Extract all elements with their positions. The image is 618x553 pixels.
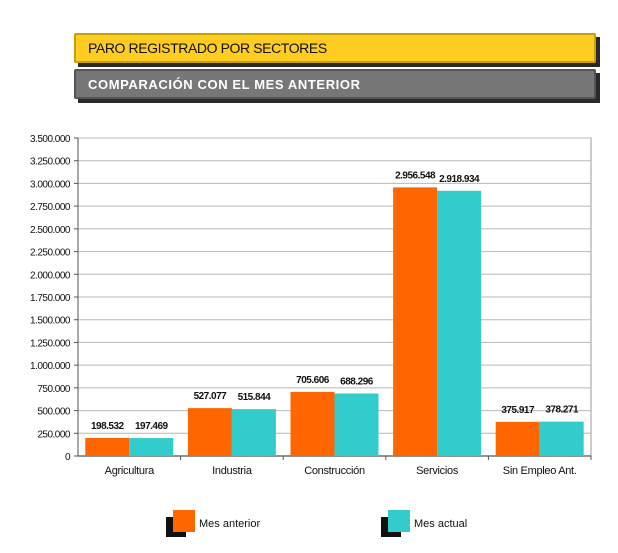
legend-label-mes-anterior: Mes anterior [199, 517, 261, 530]
data-label: 705.606 [296, 375, 330, 386]
y-tick-label: 3.000.000 [30, 179, 71, 190]
data-label: 2.956.548 [395, 170, 436, 181]
x-tick-label: Construcción [304, 465, 365, 477]
bar-mes-actual [334, 393, 379, 456]
x-tick-label: Servicios [416, 465, 459, 477]
y-tick-label: 250.000 [37, 429, 71, 440]
bar-mes-anterior [495, 421, 540, 456]
data-label: 375.917 [501, 405, 535, 416]
chart-subtitle: COMPARACIÓN CON EL MES ANTERIOR [74, 69, 596, 99]
bar-mes-actual [129, 438, 174, 456]
y-tick-label: 2.000.000 [30, 270, 71, 281]
x-tick-label: Sin Empleo Ant. [503, 465, 577, 477]
bar-mes-anterior [290, 391, 335, 456]
legend-swatch-mes-actual [381, 510, 411, 537]
y-tick-label: 1.750.000 [30, 293, 71, 304]
bar-mes-anterior [85, 437, 130, 456]
y-tick-label: 2.500.000 [30, 225, 71, 236]
legend-swatch-mes-anterior [166, 510, 196, 537]
y-tick-label: 1.500.000 [30, 316, 71, 327]
y-tick-label: 2.750.000 [30, 202, 71, 213]
data-label: 2.918.934 [439, 174, 480, 185]
data-label: 197.469 [135, 421, 169, 432]
x-tick-label: Agricultura [105, 465, 155, 477]
legend-item-mes-anterior: Mes anterior [166, 510, 260, 537]
y-tick-label: 1.000.000 [30, 361, 71, 372]
legend-item-mes-actual: Mes actual [381, 510, 467, 537]
bar-mes-actual [231, 409, 276, 456]
bar-mes-actual [437, 190, 482, 456]
bar-mes-anterior [187, 408, 232, 456]
y-tick-label: 0 [65, 452, 71, 463]
data-label: 515.844 [238, 392, 272, 403]
data-label: 688.296 [340, 376, 374, 387]
chart-title: PARO REGISTRADO POR SECTORES [74, 33, 596, 63]
data-label: 198.532 [91, 421, 125, 432]
data-label: 378.271 [545, 405, 579, 416]
y-tick-label: 3.500.000 [30, 134, 71, 145]
bar-mes-anterior [393, 187, 438, 456]
data-label: 527.077 [194, 391, 228, 402]
y-tick-label: 2.250.000 [30, 248, 71, 259]
legend-label-mes-actual: Mes actual [414, 517, 468, 530]
x-tick-label: Industria [212, 465, 253, 477]
y-tick-label: 1.250.000 [30, 338, 71, 349]
y-tick-label: 500.000 [37, 407, 71, 418]
bar-mes-actual [539, 421, 584, 456]
y-tick-label: 3.250.000 [30, 157, 71, 168]
y-tick-label: 750.000 [37, 384, 71, 395]
